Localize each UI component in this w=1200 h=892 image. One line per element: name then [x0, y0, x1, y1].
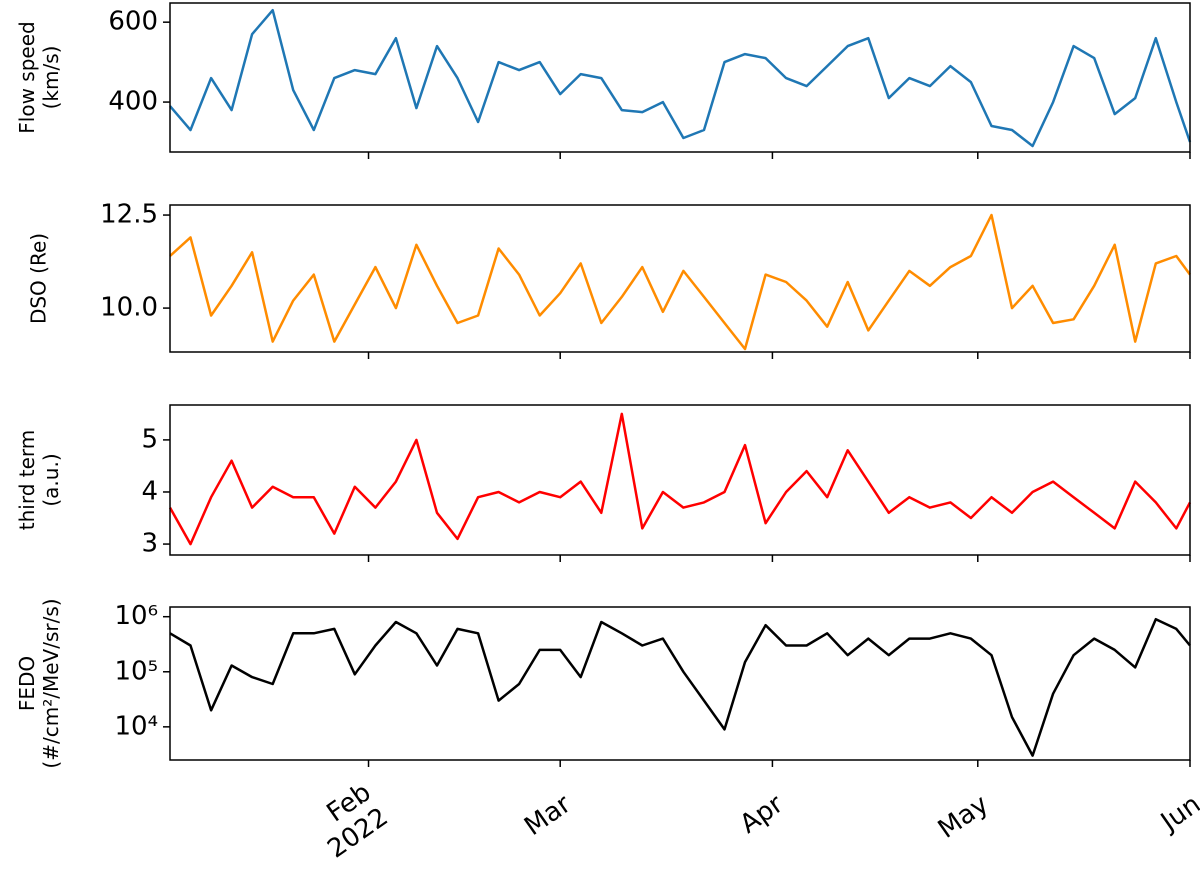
y-tick-label: 10⁴ [114, 711, 158, 741]
x-tick-label: May [933, 789, 994, 844]
y-label-group: Flow speed(km/s) [15, 21, 63, 133]
data-line [169, 617, 1191, 757]
x-tick-label: Feb2022 [305, 777, 394, 864]
x-tick-group: May [933, 789, 994, 844]
y-axis-label: DSO (Re) [27, 233, 51, 324]
x-tick-group: Jun [1154, 789, 1200, 838]
y-tick-label: 10.0 [100, 293, 158, 323]
y-label-group: DSO (Re) [27, 233, 51, 324]
y-tick-label: 600 [108, 7, 158, 37]
x-tick-group: Mar [519, 789, 577, 842]
axes-frame [169, 404, 1191, 556]
y-label-group: FEDO(#/cm²/MeV/sr/s) [15, 598, 63, 768]
x-tick-label: Jun [1154, 789, 1200, 838]
axes-frame [169, 204, 1191, 353]
y-tick-label: 10⁵ [114, 656, 158, 686]
y-tick-label: 4 [141, 476, 158, 506]
x-tick-group: Apr [735, 789, 789, 840]
y-tick-label: 3 [141, 529, 158, 559]
y-tick-label: 400 [108, 87, 158, 117]
axes-frame [169, 606, 1191, 761]
y-tick-label: 5 [141, 424, 158, 454]
y-label-group: third term(a.u.) [15, 430, 63, 531]
y-axis-label: third term(a.u.) [15, 430, 63, 531]
x-tick-group: Feb2022 [305, 777, 394, 864]
data-line [168, 412, 1192, 546]
data-line [169, 8, 1192, 148]
data-line [169, 213, 1192, 351]
y-tick-label: 12.5 [100, 200, 158, 230]
y-tick-label: 10⁶ [114, 601, 158, 631]
y-axis-label: FEDO(#/cm²/MeV/sr/s) [15, 598, 63, 768]
x-tick-label: Mar [519, 789, 577, 842]
y-axis-label: Flow speed(km/s) [15, 21, 63, 133]
axes-frame [169, 2, 1191, 153]
x-tick-label: Apr [735, 789, 789, 840]
